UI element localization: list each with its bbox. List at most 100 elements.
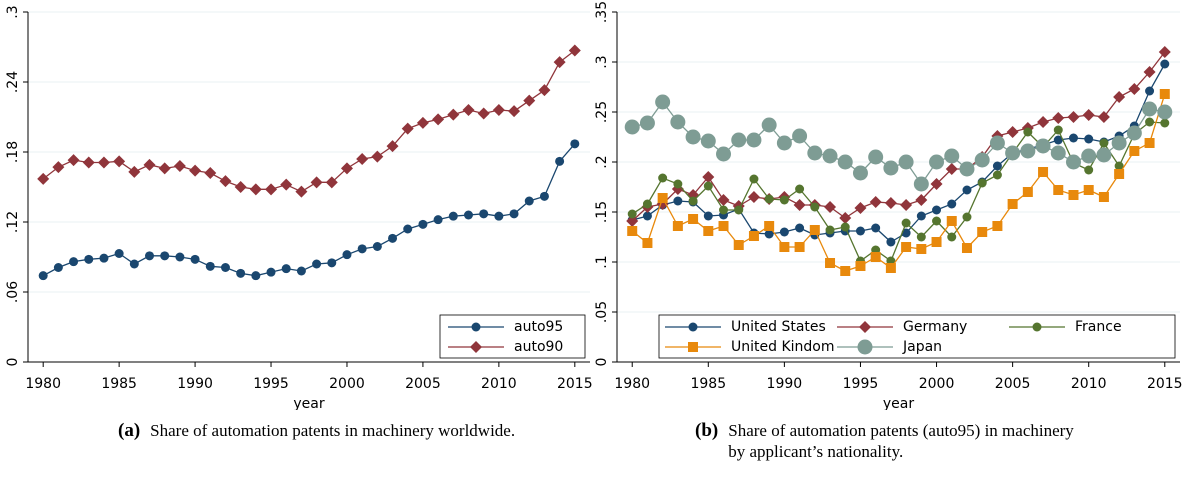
legend-marker: [1032, 322, 1042, 332]
marker: [945, 163, 958, 175]
marker: [901, 242, 912, 252]
legend-item: Japan: [837, 339, 942, 355]
marker: [974, 152, 990, 168]
marker: [524, 196, 534, 206]
marker: [886, 237, 896, 247]
x-tick-label: 1980: [614, 376, 650, 392]
legend-marker: [470, 341, 482, 353]
marker: [748, 231, 759, 241]
marker: [145, 251, 155, 261]
marker: [657, 193, 668, 203]
marker: [898, 154, 914, 170]
marker: [1082, 109, 1095, 121]
marker: [251, 271, 261, 281]
marker: [99, 253, 109, 263]
x-tick-label: 2005: [405, 376, 441, 392]
marker: [658, 173, 668, 183]
marker: [386, 140, 399, 153]
x-axis-label: year: [883, 396, 914, 410]
marker: [388, 233, 398, 243]
marker: [160, 251, 170, 261]
marker: [764, 194, 774, 204]
legend-item: United Kindom: [665, 339, 834, 355]
marker: [901, 228, 911, 238]
marker: [494, 211, 504, 221]
marker: [703, 211, 713, 221]
y-tick-label: 0: [5, 358, 21, 367]
marker: [1068, 190, 1079, 200]
legend-label: auto95: [514, 319, 563, 335]
marker: [312, 259, 322, 269]
marker: [97, 156, 110, 169]
marker: [700, 133, 716, 149]
marker: [234, 181, 247, 193]
marker: [931, 237, 942, 247]
marker: [870, 252, 881, 262]
marker: [1114, 169, 1125, 179]
marker: [128, 165, 141, 178]
marker: [793, 199, 806, 211]
marker: [688, 214, 699, 224]
marker: [357, 244, 367, 254]
marker: [371, 150, 384, 163]
x-tick-label: 1985: [101, 376, 137, 392]
marker: [1067, 111, 1080, 123]
series-line: [42, 49, 576, 193]
marker: [265, 183, 278, 196]
marker: [825, 258, 836, 268]
marker: [703, 226, 714, 236]
marker: [538, 84, 551, 97]
marker: [932, 205, 942, 215]
marker: [433, 215, 443, 225]
marker: [900, 199, 913, 211]
x-tick-label: 1995: [843, 376, 879, 392]
marker: [776, 135, 792, 151]
marker: [492, 104, 505, 116]
marker: [342, 250, 352, 260]
x-tick-label: 2000: [329, 376, 365, 392]
marker: [113, 155, 126, 168]
marker: [749, 174, 759, 184]
marker: [854, 202, 867, 214]
marker: [219, 175, 232, 188]
y-tick-label: .1: [594, 255, 610, 268]
marker: [1023, 127, 1033, 137]
caption-text: Share of automation patents in machinery…: [150, 421, 516, 440]
marker: [508, 105, 521, 118]
marker: [281, 264, 291, 274]
marker: [626, 215, 639, 227]
legend-marker: [688, 342, 698, 352]
marker: [67, 154, 80, 167]
marker: [807, 145, 823, 161]
legend-label: Japan: [902, 339, 942, 355]
marker: [810, 202, 820, 212]
y-tick-label: .05: [594, 301, 610, 323]
marker: [734, 205, 744, 215]
marker: [372, 242, 382, 251]
legend-box: [439, 314, 586, 359]
y-tick-label: .35: [594, 1, 610, 23]
marker: [190, 254, 200, 264]
marker: [764, 229, 774, 239]
marker: [718, 221, 729, 231]
marker: [175, 252, 185, 262]
marker: [977, 178, 987, 188]
marker: [670, 114, 686, 130]
x-tick-label: 1995: [253, 376, 289, 392]
marker: [266, 267, 276, 277]
y-tick-label: .2: [594, 155, 610, 168]
marker: [1160, 118, 1170, 128]
marker: [992, 170, 1002, 180]
legend-marker: [857, 339, 873, 355]
marker: [809, 225, 820, 235]
marker: [1144, 138, 1155, 148]
marker: [1020, 143, 1036, 159]
marker: [204, 167, 217, 179]
caption-b: (b) Share of automation patents (auto95) …: [695, 420, 1095, 462]
marker: [310, 176, 323, 189]
marker: [868, 149, 884, 165]
marker: [1065, 154, 1081, 170]
marker: [1159, 89, 1170, 99]
marker: [143, 158, 156, 171]
marker: [627, 226, 638, 236]
